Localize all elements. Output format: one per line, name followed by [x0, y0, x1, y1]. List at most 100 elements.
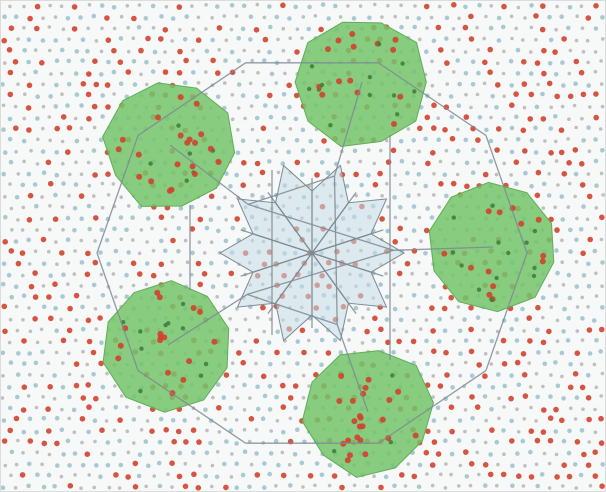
lattice-atom [586, 60, 590, 65]
lattice-atom [561, 438, 567, 444]
lattice-atom [112, 92, 116, 96]
lattice-atom [549, 105, 553, 110]
lattice-atom [353, 305, 359, 311]
lattice-atom [494, 439, 500, 445]
center-spoke [311, 191, 357, 254]
lattice-atom [190, 4, 194, 8]
lattice-atom [514, 181, 519, 186]
lattice-atom [423, 3, 430, 10]
lattice-atom [223, 195, 227, 200]
lattice-atom [535, 394, 540, 400]
lattice-atom [534, 419, 538, 423]
lattice-atom [539, 472, 545, 477]
lattice-atom [516, 473, 522, 480]
lattice-atom [93, 395, 99, 402]
lattice-atom [587, 351, 593, 356]
lattice-atom [444, 15, 450, 21]
lattice-atom [240, 359, 246, 366]
lattice-atom [230, 339, 234, 343]
lattice-atom [484, 104, 488, 108]
lattice-atom [535, 327, 540, 333]
lattice-atom [482, 81, 487, 86]
lattice-atom [488, 318, 493, 322]
lattice-atom [106, 261, 111, 267]
lattice-atom [313, 483, 317, 488]
lattice-atom [372, 181, 379, 188]
lattice-atom [463, 50, 468, 54]
lattice-atom [547, 172, 551, 176]
lattice-atom [554, 227, 560, 233]
lattice-atom [541, 181, 547, 187]
lattice-atom [189, 226, 196, 232]
lattice-atom [61, 181, 66, 186]
lattice-atom [451, 27, 456, 31]
lattice-atom [276, 170, 281, 175]
lattice-atom [488, 452, 493, 457]
lattice-atom [39, 60, 45, 66]
lattice-atom [204, 70, 208, 74]
cluster-atom [362, 384, 369, 391]
lattice-atom [464, 474, 470, 479]
lattice-atom [53, 38, 58, 43]
cluster-atom [468, 264, 474, 271]
lattice-atom [125, 4, 130, 8]
lattice-atom [253, 338, 260, 344]
lattice-atom [262, 58, 267, 63]
lattice-atom [113, 405, 119, 410]
lattice-atom [293, 116, 299, 122]
lattice-atom [28, 329, 33, 334]
lattice-atom [2, 328, 8, 335]
lattice-atom [119, 14, 124, 19]
lattice-atom [67, 416, 71, 421]
lattice-atom [41, 484, 47, 490]
cluster-atom [115, 355, 122, 362]
lattice-atom [573, 171, 579, 177]
lattice-atom [33, 360, 39, 366]
lattice-atom [384, 317, 390, 322]
lattice-atom [91, 103, 98, 110]
lattice-atom [7, 116, 13, 122]
lattice-atom [183, 57, 189, 64]
cluster-atom [328, 123, 333, 128]
lattice-atom [269, 429, 274, 433]
lattice-atom [417, 149, 422, 154]
cluster-atom [397, 93, 404, 100]
lattice-atom [203, 204, 208, 209]
lattice-atom [502, 94, 507, 99]
lattice-atom [254, 451, 259, 456]
lattice-atom [240, 138, 246, 144]
lattice-atom [416, 484, 422, 490]
lattice-atom [234, 441, 239, 446]
lattice-atom [80, 149, 84, 154]
lattice-atom [47, 452, 52, 457]
lattice-atom [405, 306, 409, 311]
lattice-atom [7, 385, 12, 390]
lattice-atom [566, 450, 572, 456]
lattice-atom [586, 416, 592, 423]
lattice-atom [85, 91, 92, 98]
lattice-atom [585, 217, 590, 222]
lattice-atom [274, 394, 279, 400]
lattice-atom [52, 397, 57, 401]
lattice-atom [35, 472, 40, 478]
lattice-atom [448, 404, 455, 411]
lattice-atom [468, 305, 474, 311]
cluster-atom [148, 161, 153, 166]
lattice-atom [554, 93, 560, 100]
lattice-atom [528, 449, 533, 455]
lattice-atom [74, 160, 78, 165]
cluster-atom [347, 77, 354, 84]
lattice-atom [470, 82, 476, 87]
lattice-atom [449, 114, 455, 120]
lattice-atom [450, 315, 454, 320]
lattice-atom [561, 396, 566, 401]
lattice-atom [578, 69, 585, 76]
lattice-atom [351, 16, 357, 21]
lattice-atom [547, 415, 554, 422]
cluster-atom [174, 161, 181, 168]
lattice-atom [295, 361, 300, 366]
lattice-atom [457, 328, 463, 334]
lattice-atom [86, 71, 92, 77]
lattice-atom [599, 214, 605, 221]
lattice-atom [230, 204, 235, 208]
